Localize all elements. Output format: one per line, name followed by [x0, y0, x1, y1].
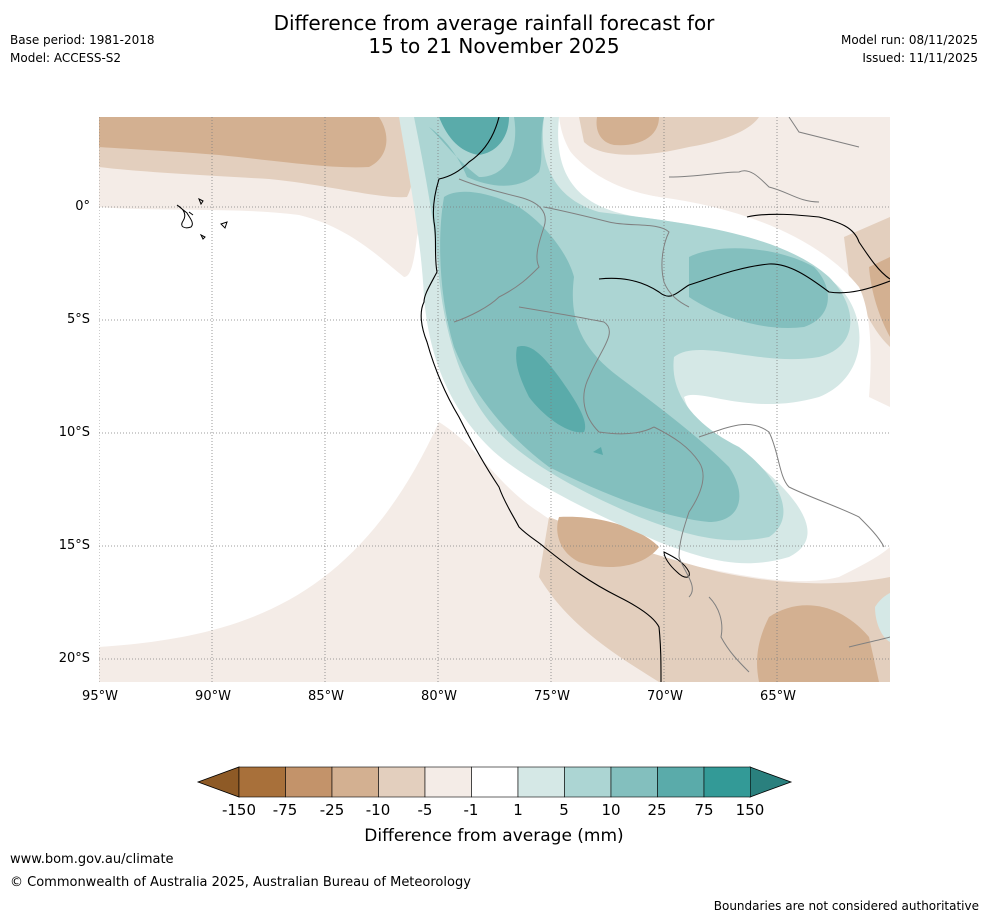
colorbar-cell	[238, 766, 286, 798]
lat-label-0: 0°	[75, 199, 90, 214]
colorbar-cell	[610, 766, 658, 798]
colorbar-tick-neg1: -1	[463, 801, 479, 819]
dry-region-south-25b	[757, 605, 879, 682]
colorbar-tick-neg75: -75	[272, 801, 298, 819]
colorbar-under-arrow	[196, 766, 240, 798]
colorbar-tick-1: 1	[513, 801, 523, 819]
colorbar-tick-25: 25	[647, 801, 667, 819]
lon-label-95w: 95°W	[82, 689, 118, 704]
footer-copyright: © Commonwealth of Australia 2025, Austra…	[10, 875, 471, 890]
model-run: Model run: 08/11/2025	[840, 33, 978, 47]
dry-region-east-edge	[844, 217, 890, 347]
colorbar-cell	[331, 766, 379, 798]
lon-label-70w: 70°W	[647, 689, 683, 704]
colorbar-cell	[471, 766, 519, 798]
colorbar-tick-neg150: -150	[221, 801, 257, 819]
colorbar-tick-150: 150	[735, 801, 765, 819]
wet-region-25-small	[593, 447, 603, 455]
colorbar-cells	[238, 766, 751, 798]
dry-region-north-east	[559, 117, 890, 407]
lat-label-10s: 10°S	[58, 425, 90, 440]
lon-label-80w: 80°W	[421, 689, 457, 704]
wet-region-25-central	[516, 346, 586, 433]
colorbar-tick-10: 10	[601, 801, 621, 819]
colorbar-cell	[517, 766, 565, 798]
dry-region-north-east-25	[596, 117, 659, 146]
page-title: Difference from average rainfall forecas…	[0, 12, 988, 58]
rainfall-anomaly-map	[99, 117, 890, 682]
footer-disclaimer: Boundaries are not considered authoritat…	[713, 899, 979, 913]
coastline-south-america-west	[420, 117, 662, 682]
lat-label-15s: 15°S	[58, 538, 90, 553]
colorbar-tick-neg5: -5	[417, 801, 433, 819]
colorbar-label: Difference from average (mm)	[364, 826, 624, 846]
lon-label-85w: 85°W	[308, 689, 344, 704]
dry-region-east-edge-25	[869, 257, 890, 337]
footer-url: www.bom.gov.au/climate	[10, 852, 174, 867]
amazon-river	[598, 263, 890, 297]
title-line-2: 15 to 21 November 2025	[368, 34, 620, 58]
galapagos-islands	[176, 197, 228, 240]
colorbar-over-arrow	[749, 766, 793, 798]
lake-titicaca	[663, 551, 690, 578]
map-gridlines	[99, 117, 890, 682]
country-borders	[453, 117, 890, 673]
colorbar	[196, 766, 793, 798]
lat-label-20s: 20°S	[58, 651, 90, 666]
dry-region-north-pacific-25	[99, 117, 387, 168]
colorbar-tick-neg25: -25	[319, 801, 345, 819]
wet-region-10	[429, 117, 828, 522]
lat-label-5s: 5°S	[66, 312, 90, 327]
lon-label-65w: 65°W	[760, 689, 796, 704]
lon-label-90w: 90°W	[195, 689, 231, 704]
colorbar-cell	[564, 766, 612, 798]
lon-label-75w: 75°W	[534, 689, 570, 704]
colorbar-cell	[424, 766, 472, 798]
colorbar-cell	[378, 766, 426, 798]
wet-region-east	[875, 593, 890, 642]
model-name: Model: ACCESS-S2	[10, 51, 122, 65]
colorbar-cell	[285, 766, 333, 798]
base-period: Base period: 1981-2018	[10, 33, 155, 47]
dry-region-south-25a	[557, 516, 659, 567]
issued-date: Issued: 11/11/2025	[862, 51, 978, 65]
colorbar-tick-5: 5	[559, 801, 569, 819]
title-line-1: Difference from average rainfall forecas…	[273, 11, 715, 35]
wet-region-25-north	[439, 117, 509, 155]
colorbar-cell	[703, 766, 751, 798]
colorbar-tick-75: 75	[694, 801, 714, 819]
colorbar-cell	[657, 766, 705, 798]
colorbar-tick-neg10: -10	[365, 801, 391, 819]
coastline-amazon-estuary	[746, 213, 890, 280]
